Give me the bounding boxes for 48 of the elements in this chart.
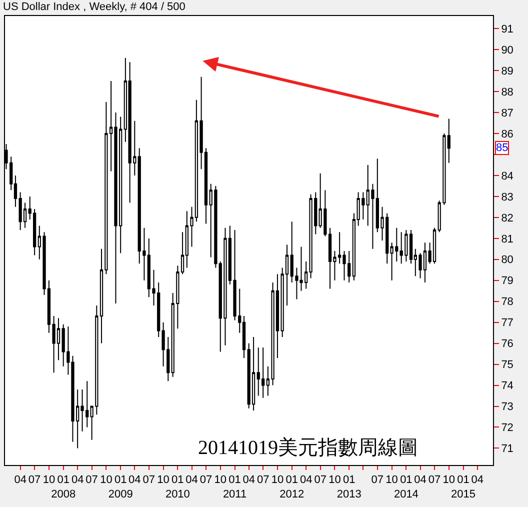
y-tick-label: 79 [501, 275, 514, 288]
y-tick-label: 88 [501, 86, 514, 98]
x-tick-label: 04 [14, 474, 26, 486]
x-tick-label: 07 [371, 474, 384, 486]
x-tick-label: 10 [386, 474, 398, 486]
x-tick-label: 10 [214, 474, 227, 486]
y-tick-label: 82 [501, 212, 514, 224]
x-tick-label: 10 [271, 474, 284, 486]
x-tick-label: 10 [328, 474, 341, 486]
chart-title: US Dollar Index , Weekly, # 404 / 500 [3, 1, 186, 13]
x-tick-label: 04 [414, 474, 426, 486]
y-tick-label: 87 [501, 107, 514, 120]
y-tick-label: 75 [501, 359, 514, 372]
x-tick-label: 10 [100, 474, 112, 486]
x-tick-label: 04 [242, 474, 255, 486]
x-tick-label: 07 [142, 474, 156, 486]
y-tick-label: 90 [501, 44, 514, 56]
x-tick-label: 10 [157, 474, 170, 486]
x-tick-label: 10 [442, 474, 456, 486]
y-tick-label: 73 [501, 401, 514, 414]
candlestick [252, 336, 256, 411]
x-tick-label: 04 [128, 474, 141, 486]
x-tick-label: 04 [186, 474, 198, 486]
y-tick-label: 71 [501, 443, 514, 456]
x-tick-label: 07 [28, 474, 41, 486]
x-tick-label: 07 [314, 474, 326, 486]
x-tick-label: 04 [71, 474, 84, 486]
y-tick-label: 72 [501, 422, 514, 434]
y-tick-label: 77 [501, 317, 514, 330]
x-tick-label: 04 [471, 474, 484, 486]
annotation: 20141019美元指數周線圖 [198, 436, 418, 459]
y-tick-label: 76 [501, 338, 514, 350]
x-tick-label: 10 [42, 474, 56, 486]
y-tick-label: 74 [501, 380, 514, 392]
annotation: 85 [496, 142, 508, 154]
x-tick-label: 07 [200, 474, 212, 486]
y-tick-label: 80 [501, 254, 514, 266]
y-tick-label: 86 [501, 128, 514, 140]
x-tick-label: 07 [256, 474, 270, 486]
y-tick-label: 84 [501, 170, 514, 182]
y-tick-label: 89 [501, 65, 514, 78]
y-tick-label: 78 [501, 296, 514, 308]
x-tick-label: 04 [300, 474, 312, 486]
y-tick-label: 83 [501, 191, 514, 204]
y-tick-label: 81 [501, 233, 514, 246]
x-tick-label: 07 [86, 474, 98, 486]
x-tick-label: 07 [428, 474, 441, 486]
y-tick-label: 91 [501, 23, 514, 36]
